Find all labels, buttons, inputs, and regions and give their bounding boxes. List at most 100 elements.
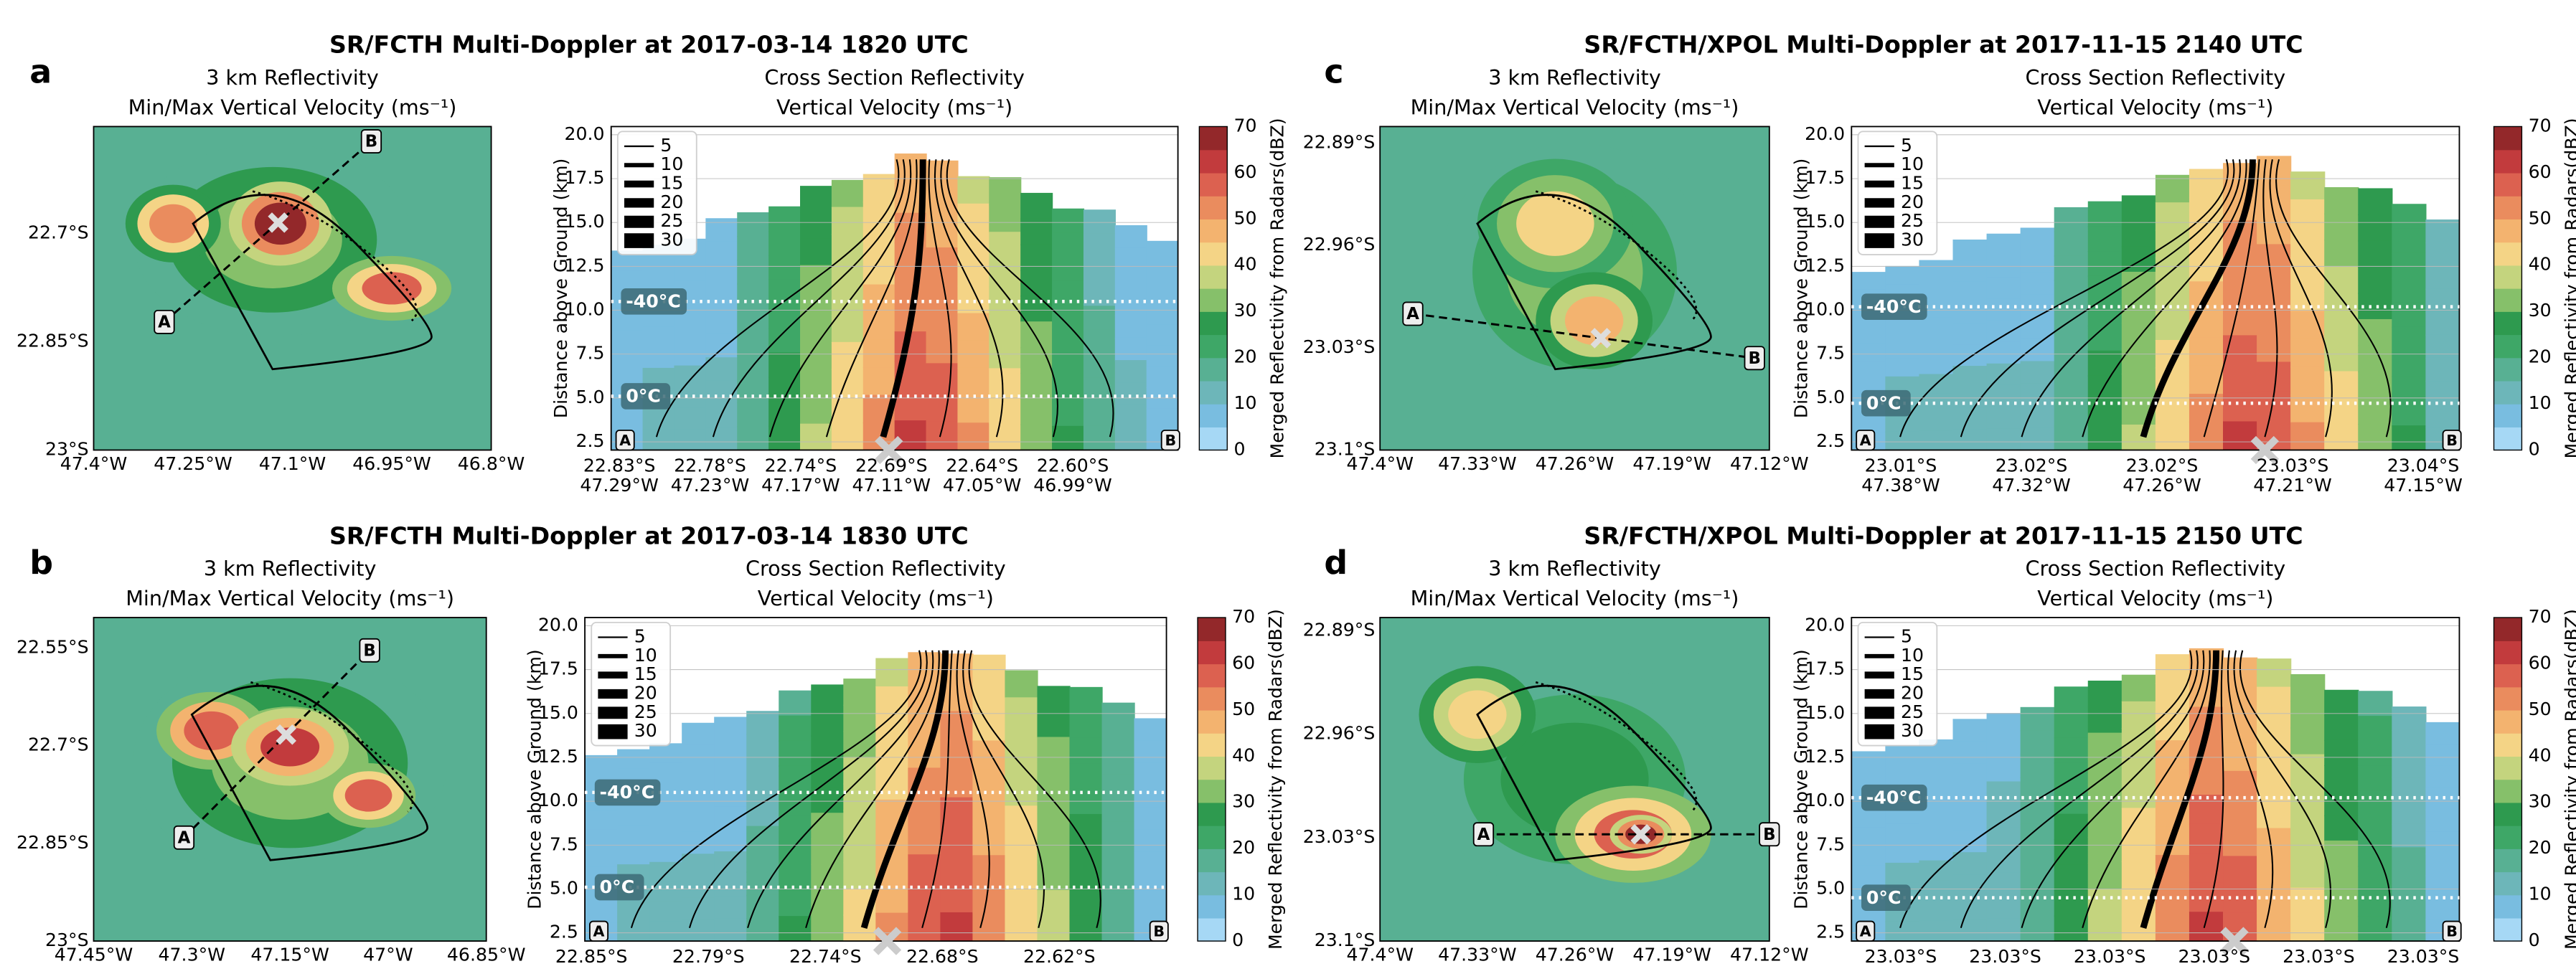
cell	[2358, 266, 2393, 294]
cross-field	[611, 134, 1178, 450]
colorbar-band	[2493, 640, 2522, 665]
cell	[989, 259, 1022, 288]
cell	[737, 283, 770, 308]
streamline	[968, 650, 1101, 929]
cell	[1986, 407, 2021, 430]
colorbar-band	[2493, 219, 2522, 243]
endpoint-label: A	[1477, 826, 1490, 844]
cell	[779, 790, 812, 817]
cell	[2087, 732, 2123, 760]
streamline	[921, 650, 953, 929]
cell	[649, 803, 683, 823]
cell	[737, 236, 770, 261]
cell	[1885, 321, 1920, 341]
cross-ytick-label: 2.5	[576, 430, 605, 451]
cell	[2087, 201, 2123, 227]
legend-label: 5	[1901, 135, 1912, 156]
cell	[1101, 750, 1135, 775]
cross-frame	[1851, 126, 2460, 451]
endpoint-box	[1759, 822, 1780, 847]
cell	[2324, 186, 2359, 214]
cell	[1885, 431, 1920, 450]
cell	[2087, 251, 2123, 277]
cross-xtick-label: 22.68°S	[906, 946, 979, 967]
cell	[1020, 398, 1053, 425]
colorbar-band	[2493, 825, 2522, 849]
cross-ytick-label: 20.0	[1805, 614, 1845, 635]
cell	[1885, 358, 1920, 377]
colorbar-band	[2493, 242, 2522, 266]
legend-label: 25	[1901, 210, 1924, 231]
cell	[989, 395, 1022, 424]
colorbar-band	[2493, 172, 2522, 197]
cross-title: Vertical Velocity (ms⁻¹)	[2037, 586, 2273, 610]
legend-label: 5	[660, 135, 672, 156]
cell	[2257, 156, 2292, 186]
cell	[1986, 758, 2021, 782]
colorbar-band	[1198, 663, 1226, 688]
cell	[972, 798, 1006, 828]
map-xtick-label: 47°W	[363, 945, 413, 965]
cross-ytick-label: 15.0	[1805, 211, 1845, 232]
cell	[1114, 247, 1147, 271]
cell	[2189, 823, 2224, 854]
cell	[2290, 255, 2326, 284]
map-xtick-label: 47.12°W	[1730, 945, 1809, 965]
cell	[1052, 329, 1085, 354]
cell	[811, 735, 845, 762]
endpoint-label: B	[1165, 432, 1176, 449]
map-frame	[1379, 126, 1770, 451]
cell	[705, 218, 738, 242]
streamline	[928, 159, 952, 438]
cell	[2290, 834, 2326, 862]
map-xtick-label: 47.4°W	[60, 453, 128, 474]
cell	[2425, 219, 2460, 244]
cell	[768, 303, 802, 329]
cell	[1919, 336, 1954, 356]
cross-xtick-label: 47.05°W	[943, 475, 1022, 496]
cell	[2189, 169, 2224, 198]
cell	[705, 264, 738, 289]
echo	[1516, 191, 1594, 256]
cell	[2155, 769, 2191, 799]
colorbar-band	[2493, 779, 2522, 803]
colorbar-band	[1199, 126, 1228, 151]
cell	[2425, 744, 2460, 767]
cell	[2257, 244, 2292, 275]
cell	[1952, 719, 1988, 742]
cell	[1069, 686, 1103, 714]
colorbar-band	[1199, 242, 1228, 266]
colorbar-band	[1198, 871, 1226, 896]
endpoint-box	[360, 129, 382, 153]
cell	[831, 369, 864, 397]
endpoint-label: A	[1406, 305, 1419, 323]
colorbar-tick-label: 0	[1232, 930, 1244, 950]
contour	[250, 681, 414, 813]
cell	[1134, 785, 1167, 808]
cell	[1919, 355, 1954, 375]
cell	[2054, 864, 2089, 892]
cell	[2392, 302, 2427, 328]
cell	[1114, 225, 1147, 249]
colorbar-band	[1198, 802, 1226, 826]
map-title: Min/Max Vertical Velocity (ms⁻¹)	[126, 586, 454, 610]
map-xtick-label: 47.26°W	[1536, 945, 1614, 965]
cell	[1005, 886, 1038, 915]
colorbar-tick-label: 70	[1233, 115, 1256, 136]
colorbar-band	[2493, 871, 2522, 896]
cell	[2257, 332, 2292, 363]
cell	[1052, 208, 1085, 234]
endpoint-box	[615, 430, 635, 451]
cell	[2155, 257, 2191, 286]
cell	[957, 367, 990, 397]
cell	[843, 914, 877, 942]
colorbar-band	[2493, 149, 2522, 174]
cell	[843, 783, 877, 811]
cell	[2425, 765, 2460, 789]
map-ytick-label: 22.55°S	[17, 636, 89, 657]
cross-xtick-label: 23.01°S	[1865, 455, 1937, 476]
cross-ytick-label: 5.0	[550, 877, 578, 898]
cell	[617, 845, 651, 866]
cell	[1101, 917, 1135, 942]
cross-ytick-label: 5.0	[1816, 877, 1845, 898]
